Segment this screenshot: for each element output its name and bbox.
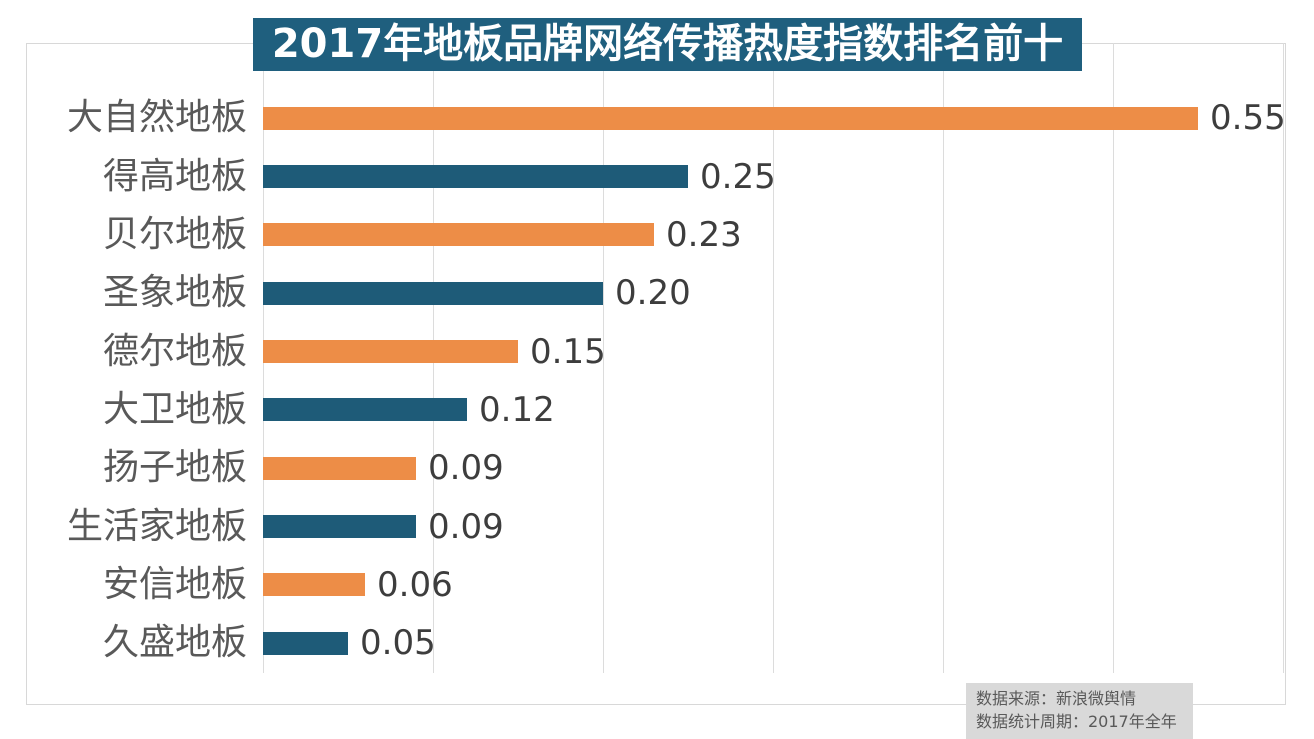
source-line-2: 数据统计周期：2017年全年 [976, 712, 1177, 731]
category-label: 安信地板 [102, 564, 247, 605]
bar [263, 632, 348, 655]
bar [263, 515, 416, 538]
value-label: 0.06 [377, 565, 453, 605]
data-source-note: 数据来源：新浪微舆情 数据统计周期：2017年全年 [966, 683, 1193, 739]
bar [263, 573, 365, 596]
gridline [773, 43, 774, 673]
gridline [603, 43, 604, 673]
bar [263, 282, 603, 305]
value-label: 0.15 [530, 332, 606, 372]
value-label: 0.25 [700, 157, 776, 197]
source-line-1: 数据来源：新浪微舆情 [976, 689, 1137, 708]
value-label: 0.55 [1210, 98, 1286, 138]
value-label: 0.09 [428, 507, 504, 547]
value-label: 0.23 [666, 215, 742, 255]
value-label: 0.09 [428, 448, 504, 488]
category-label: 德尔地板 [102, 331, 247, 372]
category-label: 大自然地板 [66, 97, 247, 138]
gridline [943, 43, 944, 673]
plot-frame [26, 43, 1286, 705]
bar [263, 398, 467, 421]
gridline [1283, 43, 1284, 673]
category-label: 贝尔地板 [102, 214, 247, 255]
bar [263, 340, 518, 363]
value-label: 0.20 [615, 273, 691, 313]
gridline [1113, 43, 1114, 673]
category-label: 大卫地板 [102, 389, 247, 430]
bar [263, 457, 416, 480]
chart-title: 2017年地板品牌网络传播热度指数排名前十 [253, 18, 1082, 71]
value-label: 0.05 [360, 623, 436, 663]
category-label: 圣象地板 [102, 272, 247, 313]
category-label: 扬子地板 [102, 447, 247, 488]
bar [263, 107, 1198, 130]
bar [263, 165, 688, 188]
value-label: 0.12 [479, 390, 555, 430]
category-label: 得高地板 [102, 156, 247, 197]
category-label: 生活家地板 [66, 506, 247, 547]
category-label: 久盛地板 [102, 622, 247, 663]
bar [263, 223, 654, 246]
